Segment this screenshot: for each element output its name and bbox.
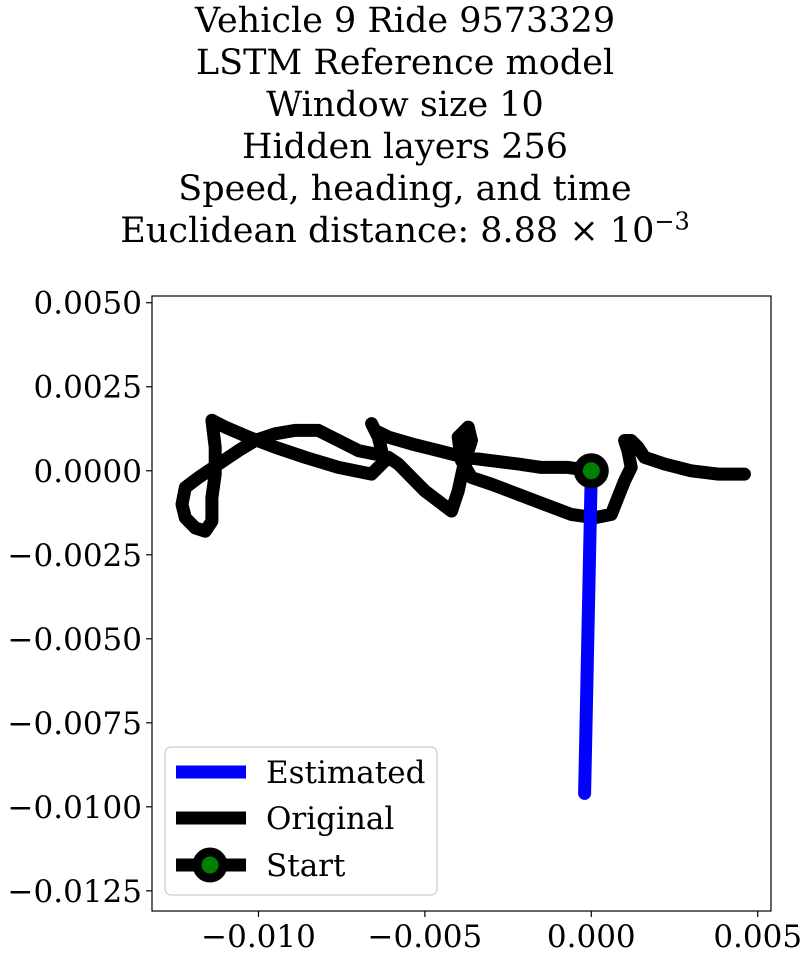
metric-label: Euclidean distance: [120,211,481,251]
y-tick-label: −0.0075 [8,706,142,742]
metric-mantissa: 8.88 [480,211,559,251]
legend: Estimated Original Start [164,746,438,896]
legend-label-start: Start [266,848,346,884]
title-line-3: Window size 10 [266,85,544,125]
title-line-5: Speed, heading, and time [178,169,632,209]
x-tick-label: −0.005 [368,919,483,955]
metric-base: 10 [609,211,655,251]
x-tick-label: −0.010 [201,919,316,955]
legend-label-estimated: Estimated [266,755,425,791]
metric-times: × [569,211,599,251]
x-tick-label: 0.005 [713,919,802,955]
legend-box [164,746,438,896]
x-axis: −0.010 −0.005 0.000 0.005 [201,911,802,955]
title-line-2: LSTM Reference model [195,43,615,83]
legend-swatch-start-marker [192,847,228,883]
axes-frame [151,295,772,912]
y-tick-label: −0.0050 [8,622,142,658]
y-tick-label: −0.0125 [8,874,142,910]
series-line-estimated [578,464,598,800]
chart-title: Vehicle 9 Ride 9573329 LSTM Reference mo… [0,0,810,252]
series-line-original [175,413,751,538]
y-tick-label: −0.0100 [8,790,142,826]
y-tick-label: 0.0000 [34,454,142,490]
title-line-6: Euclidean distance: 8.88 × 10−3 [0,207,810,252]
plot-area [175,413,751,800]
y-tick-label: 0.0050 [34,286,142,322]
title-line-1: Vehicle 9 Ride 9573329 [194,1,616,41]
series-group [175,413,751,800]
start-marker [573,453,609,489]
x-tick-label: 0.000 [547,919,636,955]
legend-label-original: Original [266,801,394,837]
title-line-4: Hidden layers 256 [241,127,569,167]
y-tick-label: 0.0025 [34,370,142,406]
y-tick-label: −0.0025 [8,538,142,574]
metric-exponent: −3 [654,207,690,236]
y-axis: 0.0050 0.0025 0.0000 −0.0025 −0.0050 −0.0075 −… [8,286,152,910]
